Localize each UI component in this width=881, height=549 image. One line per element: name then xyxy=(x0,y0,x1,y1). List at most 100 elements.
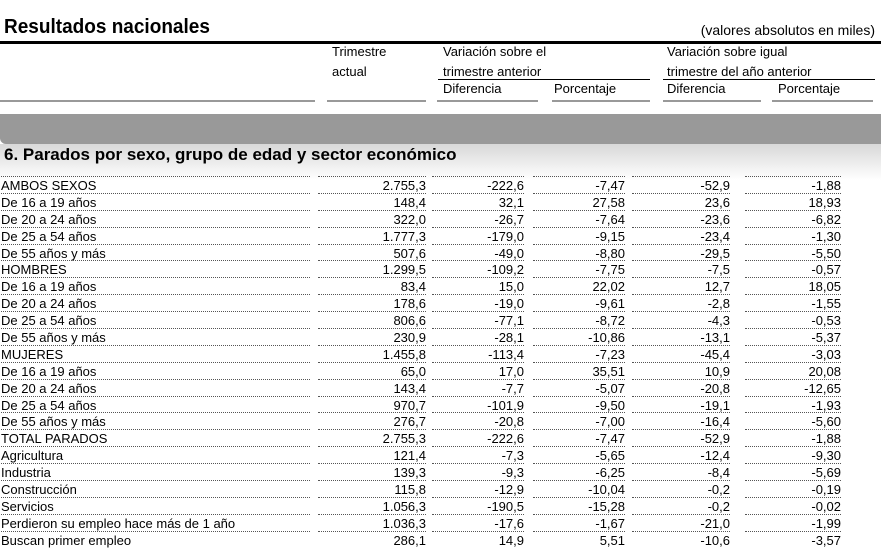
header-rule xyxy=(0,41,881,44)
row-label: Perdieron su empleo hace más de 1 año xyxy=(1,513,310,531)
row-value: -28,1 xyxy=(432,328,524,345)
row-value: -4,3 xyxy=(632,311,730,328)
row-value: 10,9 xyxy=(632,361,730,379)
row-value: 276,7 xyxy=(318,412,426,429)
row-value: -179,0 xyxy=(432,226,524,244)
row-value: -1,93 xyxy=(745,395,841,413)
row-value: -13,1 xyxy=(632,328,730,345)
row-value: 1.036,3 xyxy=(318,513,426,531)
table-row: De 55 años y más 230,9 -28,1 -10,86 -13,1 -5,… xyxy=(0,328,881,345)
row-value: -1,30 xyxy=(745,226,841,244)
row-value: -19,1 xyxy=(632,395,730,413)
header-underline xyxy=(437,100,538,102)
table-row: Construcción 115,8 -12,9 -10,04 -0,2 -0,19 xyxy=(0,480,881,497)
row-label: De 25 a 54 años xyxy=(1,226,310,244)
row-value: -7,23 xyxy=(533,344,625,362)
section-band xyxy=(0,114,881,144)
row-label: De 16 a 19 años xyxy=(1,361,310,379)
row-value: 35,51 xyxy=(533,361,625,379)
row-value: 5,51 xyxy=(533,530,625,548)
row-value: -7,47 xyxy=(533,176,625,193)
row-value: -5,60 xyxy=(745,412,841,429)
row-label: Buscan primer empleo xyxy=(1,530,310,548)
row-value: -7,75 xyxy=(533,260,625,277)
row-label: De 55 años y más xyxy=(1,243,310,261)
row-value: 32,1 xyxy=(432,192,524,210)
row-label: HOMBRES xyxy=(1,260,310,277)
row-label: Agricultura xyxy=(1,446,310,463)
row-value: -3,57 xyxy=(745,530,841,548)
row-value: 83,4 xyxy=(318,277,426,294)
row-value: -10,04 xyxy=(533,480,625,497)
table-row: De 55 años y más 507,6 -49,0 -8,80 -29,5 -5,5… xyxy=(0,243,881,261)
row-value: -190,5 xyxy=(432,496,524,514)
row-value: 18,93 xyxy=(745,192,841,210)
row-value: -0,53 xyxy=(745,311,841,328)
header-underline xyxy=(0,100,315,102)
row-label: De 55 años y más xyxy=(1,412,310,429)
row-value: -9,15 xyxy=(533,226,625,244)
row-value: -20,8 xyxy=(632,378,730,396)
row-value: -16,4 xyxy=(632,412,730,429)
band-shadow xyxy=(0,144,881,180)
row-label: MUJERES xyxy=(1,344,310,362)
row-value: -1,88 xyxy=(745,176,841,193)
table-row: Agricultura 121,4 -7,3 -5,65 -12,4 -9,30 xyxy=(0,446,881,463)
row-value: 17,0 xyxy=(432,361,524,379)
row-value: -5,50 xyxy=(745,243,841,261)
table-row: De 16 a 19 años 65,0 17,0 35,51 10,9 20,08 xyxy=(0,361,881,379)
row-label: De 20 a 24 años xyxy=(1,209,310,227)
table-row: TOTAL PARADOS 2.755,3 -222,6 -7,47 -52,9 -1,8… xyxy=(0,429,881,446)
header-underline xyxy=(327,100,426,102)
row-value: -222,6 xyxy=(432,429,524,446)
row-value: -7,47 xyxy=(533,429,625,446)
row-value: -12,4 xyxy=(632,446,730,463)
row-value: -23,4 xyxy=(632,226,730,244)
row-value: 1.299,5 xyxy=(318,260,426,277)
col-year-header-2: trimestre del año anterior xyxy=(667,64,812,79)
row-value: 148,4 xyxy=(318,192,426,210)
row-label: Servicios xyxy=(1,496,310,514)
row-value: -9,50 xyxy=(533,395,625,413)
year-group-rule xyxy=(663,79,875,80)
row-value: 15,0 xyxy=(432,277,524,294)
table-row: MUJERES 1.455,8 -113,4 -7,23 -45,4 -3,03 xyxy=(0,344,881,362)
table-row: De 25 a 54 años 806,6 -77,1 -8,72 -4,3 -0,53 xyxy=(0,311,881,328)
row-value: -5,69 xyxy=(745,463,841,480)
row-value: -49,0 xyxy=(432,243,524,261)
units-note: (valores absolutos en miles) xyxy=(700,22,875,38)
table-row: De 25 a 54 años 1.777,3 -179,0 -9,15 -23,4 -1… xyxy=(0,226,881,244)
row-value: 322,0 xyxy=(318,209,426,227)
row-value: -6,82 xyxy=(745,209,841,227)
row-label: De 16 a 19 años xyxy=(1,277,310,294)
row-value: -101,9 xyxy=(432,395,524,413)
row-value: -109,2 xyxy=(432,260,524,277)
year-pct-header: Porcentaje xyxy=(778,81,841,96)
prev-pct-header: Porcentaje xyxy=(554,81,617,96)
row-value: -5,07 xyxy=(533,378,625,396)
row-value: 230,9 xyxy=(318,328,426,345)
row-value: -17,6 xyxy=(432,513,524,531)
row-value: -52,9 xyxy=(632,176,730,193)
header-underline xyxy=(552,100,650,102)
row-value: -19,0 xyxy=(432,294,524,311)
row-value: -26,7 xyxy=(432,209,524,227)
row-value: 14,9 xyxy=(432,530,524,548)
row-value: -7,7 xyxy=(432,378,524,396)
row-value: 23,6 xyxy=(632,192,730,210)
row-value: -7,3 xyxy=(432,446,524,463)
row-value: -45,4 xyxy=(632,344,730,362)
row-value: 178,6 xyxy=(318,294,426,311)
data-table: AMBOS SEXOS 2.755,3 -222,6 -7,47 -52,9 -1,88 D… xyxy=(0,176,881,548)
row-label: De 25 a 54 años xyxy=(1,311,310,328)
row-label: De 16 a 19 años xyxy=(1,192,310,210)
row-value: -7,64 xyxy=(533,209,625,227)
row-value: 12,7 xyxy=(632,277,730,294)
row-value: -10,6 xyxy=(632,530,730,548)
table-row: De 20 a 24 años 322,0 -26,7 -7,64 -23,6 -6,82 xyxy=(0,209,881,227)
row-value: -9,30 xyxy=(745,446,841,463)
table-row: De 25 a 54 años 970,7 -101,9 -9,50 -19,1 -1,9… xyxy=(0,395,881,413)
row-value: -1,99 xyxy=(745,513,841,531)
table-row: Buscan primer empleo 286,1 14,9 5,51 -10,6 -3… xyxy=(0,530,881,548)
row-value: -0,02 xyxy=(745,496,841,514)
